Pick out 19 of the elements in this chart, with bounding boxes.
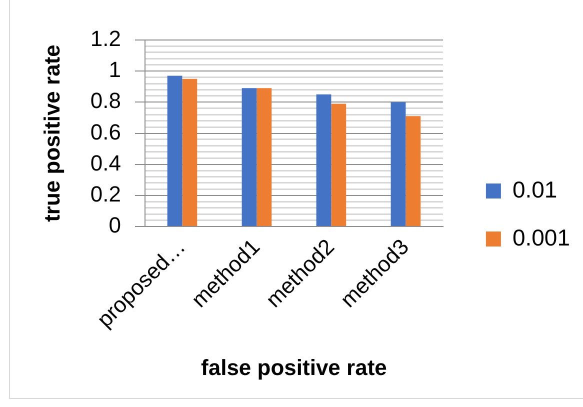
- bar: [331, 104, 346, 226]
- legend-label: 0.01: [512, 176, 558, 202]
- bar: [316, 94, 332, 226]
- y-axis-title: true positive rate: [39, 44, 64, 222]
- y-tick-label: 1.2: [90, 26, 121, 52]
- y-tick-label: 0: [108, 212, 121, 238]
- bar: [390, 102, 406, 226]
- bar: [242, 88, 257, 226]
- y-tick-label: 0.6: [90, 119, 121, 144]
- bar: [167, 76, 182, 226]
- y-tick-label: 0.4: [90, 150, 121, 176]
- bar: [256, 88, 272, 226]
- y-tick-label: 1: [108, 57, 121, 82]
- bar: [406, 116, 421, 226]
- x-axis-title: false positive rate: [201, 354, 387, 380]
- y-tick-label: 0.2: [90, 181, 121, 206]
- y-tick-label: 0.8: [90, 88, 121, 114]
- legend-label: 0.001: [512, 224, 570, 250]
- bar: [182, 78, 198, 226]
